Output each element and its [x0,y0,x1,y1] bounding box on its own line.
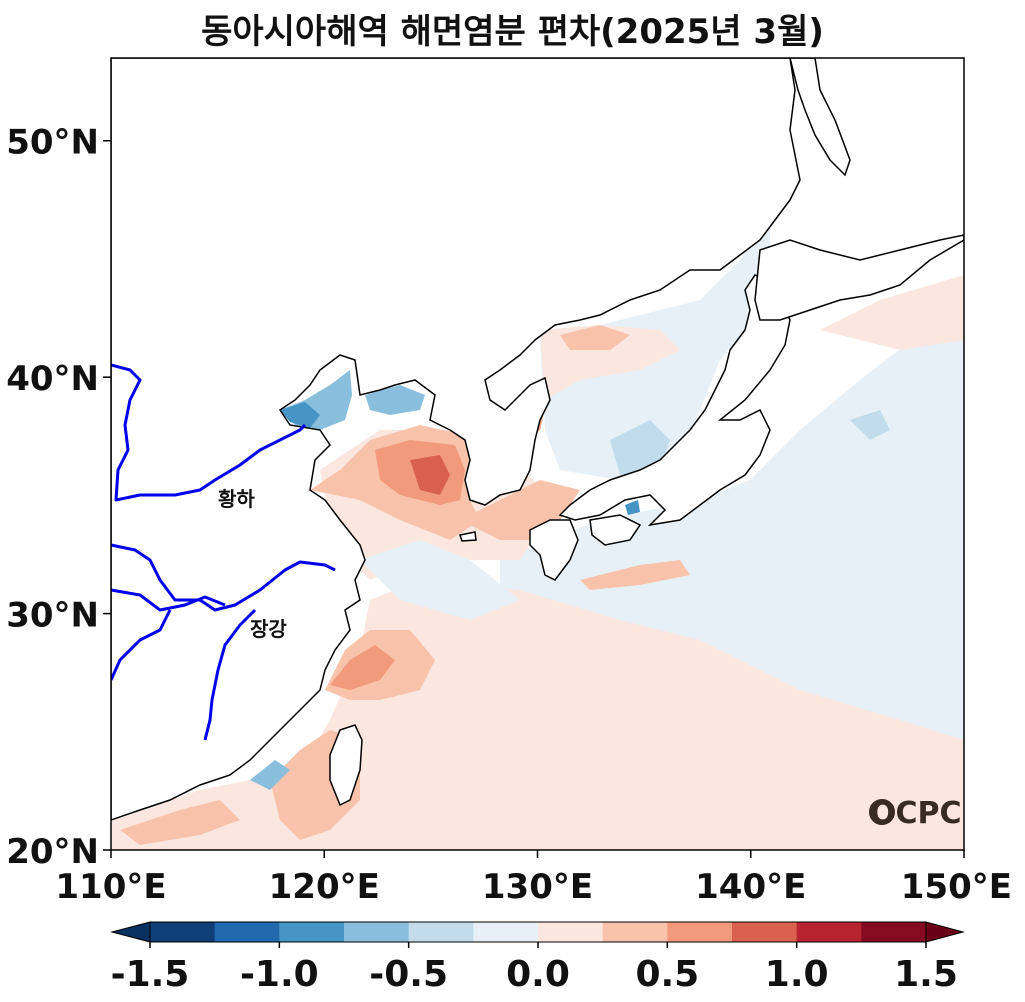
lon-tick-label: 120°E [269,867,380,907]
river-label-changjiang: 장강 [250,617,287,641]
colorbar-tick-label: -1.5 [111,954,190,995]
colorbar-swatch [538,922,604,942]
colorbar-tick-label: -1.0 [240,954,319,995]
anomaly-region-pacific-north-saline [820,275,964,350]
anomaly-region-east-sea-saline-2 [560,325,630,350]
lat-tick-label: 20°N [6,832,99,872]
colorbar-swatch [214,922,280,942]
colorbar-tick-label: 1.5 [894,954,958,995]
colorbar-swatch [796,922,862,942]
colorbar-tick-label: -0.5 [369,954,448,995]
colorbar-swatch [732,922,798,942]
lon-tick-label: 130°E [482,867,593,907]
anomaly-region-east-sea-fresh [610,420,670,475]
colorbar: -1.5 -1.0 -0.5 0.0 0.5 1.0 1.5 [110,921,965,995]
anomaly-region-zhejiang-positive-2 [330,645,395,690]
river-changjiang-branch-2 [111,609,172,681]
land-sakhalin [789,58,851,177]
land-shikoku [589,514,642,546]
colorbar-swatch [150,922,216,942]
land [111,58,964,821]
latitude-axis: 20°N 30°N 40°N 50°N [6,123,111,872]
anomaly-region-japan-south-positive [580,560,690,590]
anomaly-region-fujian-fresh [250,760,290,790]
land-jeju [459,531,477,542]
river-changjiang [111,543,336,612]
land-hokkaido [754,234,964,321]
lat-tick-label: 50°N [6,123,99,163]
anomaly-region-pacific-fresh-patch [850,410,890,440]
anomaly-region-yellow-sea-positive-3 [410,455,450,495]
river-changjiang-branch-1 [111,588,226,612]
map-title: 동아시아해역 해면염분 편차(2025년 3월) [201,12,824,52]
land-kyushu [529,519,579,581]
anomaly-region-south-china-positive [120,800,240,845]
colorbar-swatch [344,922,410,942]
rivers [111,363,336,741]
river-changjiang-branch-3 [203,608,257,741]
anomaly-region-bohai-east [365,385,425,415]
lon-tick-label: 150°E [901,867,1012,907]
colorbar-swatch [408,922,474,942]
colorbar-over-arrow [925,921,965,943]
lat-tick-label: 30°N [6,596,99,636]
lon-tick-label: 140°E [695,867,806,907]
anomaly-region-ecs-fresh [360,540,520,620]
ocpc-logo-text: OCPC [870,796,962,831]
colorbar-swatch [602,922,668,942]
lon-tick-label: 110°E [55,867,166,907]
colorbar-swatch [667,922,733,942]
colorbar-tick-label: 0.0 [506,954,570,995]
colorbar-tick-label: 1.0 [765,954,829,995]
colorbar-swatch [279,922,345,942]
land-taiwan [329,724,363,807]
colorbar-tick-label: 0.5 [635,954,699,995]
land-mainland-asia [111,58,801,821]
river-huanghe [111,363,307,502]
map-plot-area: 황하 장강 OCPC [111,58,964,850]
ocpc-logo: OCPC [869,796,962,831]
colorbar-swatch [861,922,927,942]
anomaly-region-bohai-fresh-strong [280,402,320,428]
longitude-axis: 110°E 120°E 130°E 140°E 150°E [55,850,1012,907]
anomaly-region-inland-sea-fresh [625,500,640,515]
ocpc-logo-emblem [869,799,895,825]
colorbar-under-arrow [110,921,151,943]
river-label-huanghe: 황하 [218,487,255,511]
lat-tick-label: 40°N [6,359,99,399]
colorbar-swatch [473,922,539,942]
